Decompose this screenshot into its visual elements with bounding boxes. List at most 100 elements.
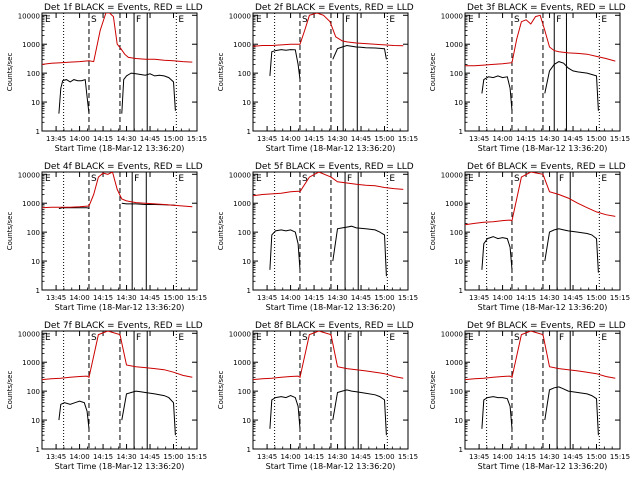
chart-4f-ytick-label: 10	[31, 258, 40, 266]
chart-3f-xtick-label: 14:45	[563, 135, 583, 143]
chart-7f-ytick-label: 1000	[22, 359, 40, 367]
chart-2f-xtick-label: 13:45	[257, 135, 277, 143]
chart-4f-marker-e: E	[45, 174, 51, 184]
chart-9f-ylabel: Counts/sec	[429, 371, 437, 410]
chart-5f-xlabel: Start Time (18-Mar-12 13:36:20)	[266, 303, 396, 312]
chart-6f-ytick-label: 100	[450, 229, 463, 237]
chart-7f-marker-f: F	[136, 333, 141, 343]
chart-8f-xtick-label: 14:15	[304, 453, 324, 461]
chart-5f-title: Det 5f BLACK = Events, RED = LLD	[255, 162, 414, 172]
chart-9f-series-lld-seg1	[465, 331, 616, 381]
chart-1f-ylabel: Counts/sec	[6, 53, 14, 92]
chart-2f-ytick-label: 1000	[233, 41, 251, 49]
chart-5f-marker-e: E	[389, 174, 395, 184]
chart-7f: Det 7f BLACK = Events, RED = LLD 1 10 100 10…	[6, 321, 207, 471]
chart-5f-xtick-label: 14:15	[304, 294, 324, 302]
chart-4f-xtick-label: 15:00	[163, 294, 183, 302]
chart-5f-series-events-seg2	[332, 225, 387, 277]
chart-9f-marker-s: S	[514, 333, 520, 343]
chart-5f-xtick-label: 13:45	[257, 294, 277, 302]
chart-2f-ytick-label: 10	[242, 99, 251, 107]
chart-3f-xtick-label: 13:45	[469, 135, 489, 143]
chart-2f-xtick-label: 14:45	[351, 135, 371, 143]
chart-5f-ytick-label: 1000	[233, 200, 251, 208]
chart-1f-xtick-label: 14:00	[69, 135, 89, 143]
chart-3f-ytick-label: 100	[450, 70, 463, 78]
chart-5f-ytick-label: 1	[247, 287, 251, 295]
chart-9f-xlabel: Start Time (18-Mar-12 13:36:20)	[478, 462, 608, 471]
chart-9f-xtick-label: 13:45	[469, 453, 489, 461]
chart-9f-ytick-label: 10	[454, 417, 463, 425]
chart-7f-series-lld-seg1	[42, 331, 193, 381]
chart-3f: Det 3f BLACK = Events, RED = LLD 1 10 100 10…	[429, 3, 630, 153]
chart-8f-marker-e: E	[256, 333, 262, 343]
chart-1f: Det 1f BLACK = Events, RED = LLD 1 10 100 10…	[6, 3, 207, 153]
chart-4f-ytick-label: 1000	[22, 200, 40, 208]
chart-7f-series-events-seg1	[58, 400, 90, 429]
chart-7f-title: Det 7f BLACK = Events, RED = LLD	[44, 321, 203, 331]
chart-1f-ytick-label: 10	[31, 99, 40, 107]
chart-6f-xtick-label: 14:45	[563, 294, 583, 302]
chart-2f-title: Det 2f BLACK = Events, RED = LLD	[255, 3, 414, 13]
chart-5f-series-lld-seg1	[253, 172, 404, 197]
chart-5f-ylabel: Counts/sec	[217, 212, 225, 251]
chart-1f-xtick-label: 15:00	[163, 135, 183, 143]
chart-3f-xlabel: Start Time (18-Mar-12 13:36:20)	[478, 144, 608, 153]
chart-7f-ylabel: Counts/sec	[6, 371, 14, 410]
chart-2f-marker-s: S	[302, 15, 308, 25]
chart-9f: Det 9f BLACK = Events, RED = LLD 1 10 100 10…	[429, 321, 630, 471]
chart-7f-xtick-label: 15:15	[187, 453, 207, 461]
chart-3f-marker-e: E	[468, 15, 474, 25]
chart-4f-title: Det 4f BLACK = Events, RED = LLD	[44, 162, 203, 172]
chart-2f-ytick-label: 10000	[229, 12, 251, 20]
chart-9f-ytick-label: 100	[450, 388, 463, 396]
chart-8f-ytick-label: 100	[238, 388, 251, 396]
chart-2f-ylabel: Counts/sec	[217, 53, 225, 92]
chart-5f-xtick-label: 15:15	[398, 294, 418, 302]
chart-6f-xtick-label: 15:15	[610, 294, 630, 302]
chart-9f-xtick-label: 14:15	[516, 453, 536, 461]
chart-2f-xtick-label: 14:30	[327, 135, 347, 143]
chart-3f-ytick-label: 10	[454, 99, 463, 107]
chart-4f-marker-s: S	[91, 174, 97, 184]
chart-5f: Det 5f BLACK = Events, RED = LLD 1 10 100 10…	[217, 162, 418, 312]
chart-6f-ytick-label: 1000	[445, 200, 463, 208]
chart-2f-series-events-seg1	[269, 49, 301, 80]
chart-4f-xtick-label: 14:15	[93, 294, 113, 302]
chart-6f-marker-f: F	[559, 174, 564, 184]
chart-6f-xtick-label: 14:15	[516, 294, 536, 302]
chart-7f-marker-s: S	[91, 333, 97, 343]
chart-7f-xtick-label: 14:00	[69, 453, 89, 461]
chart-3f-xtick-label: 14:00	[492, 135, 512, 143]
chart-1f-series-events-seg1	[58, 78, 90, 114]
chart-9f-series-events-seg1	[481, 396, 513, 429]
chart-5f-marker-s: S	[302, 174, 308, 184]
chart-8f-series-lld-seg1	[253, 331, 404, 381]
chart-3f-series-lld-seg1	[465, 14, 616, 67]
chart-5f-xtick-label: 15:00	[374, 294, 394, 302]
chart-8f-ytick-label: 10	[242, 417, 251, 425]
chart-3f-marker-e: E	[601, 15, 607, 25]
chart-8f-xtick-label: 14:00	[280, 453, 300, 461]
chart-4f-xlabel: Start Time (18-Mar-12 13:36:20)	[55, 303, 185, 312]
chart-2f-series-lld-seg1	[253, 13, 404, 47]
chart-1f-xtick-label: 14:45	[140, 135, 160, 143]
chart-2f-xtick-label: 14:15	[304, 135, 324, 143]
chart-1f-marker-e: E	[178, 15, 184, 25]
chart-2f-xtick-label: 15:15	[398, 135, 418, 143]
chart-8f-xtick-label: 14:45	[351, 453, 371, 461]
chart-1f-marker-e: E	[45, 15, 51, 25]
chart-7f-xtick-label: 14:30	[116, 453, 136, 461]
chart-9f-marker-e: E	[601, 333, 607, 343]
chart-6f-ytick-label: 10000	[441, 171, 463, 179]
chart-5f-xtick-label: 14:30	[327, 294, 347, 302]
chart-1f-series-events-seg2	[121, 72, 176, 114]
chart-8f-xtick-label: 15:00	[374, 453, 394, 461]
chart-2f: Det 2f BLACK = Events, RED = LLD 1 10 100 10…	[217, 3, 418, 153]
chart-9f-title: Det 9f BLACK = Events, RED = LLD	[467, 321, 626, 331]
chart-1f-marker-f: F	[136, 15, 141, 25]
chart-2f-series-events-seg2	[332, 44, 387, 60]
chart-4f-ytick-label: 1	[36, 287, 40, 295]
chart-8f-xtick-label: 14:30	[327, 453, 347, 461]
chart-7f-marker-e: E	[45, 333, 51, 343]
